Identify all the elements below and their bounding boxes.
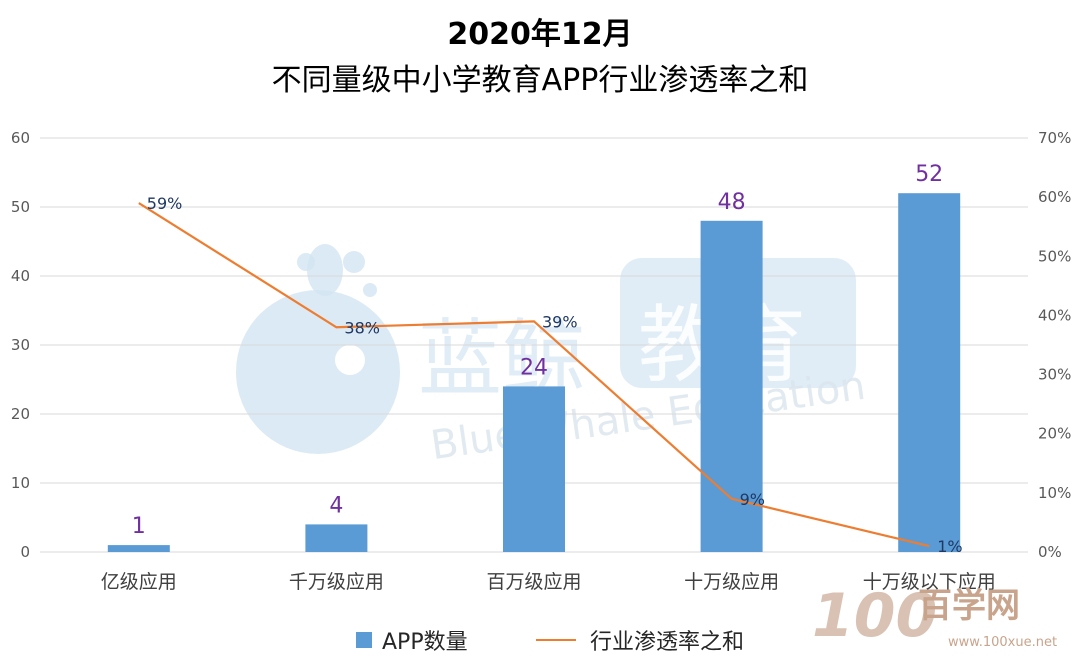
y-left-axis: 0 10 20 30 40 50 60 (11, 129, 30, 561)
y-right-tick-label: 50% (1038, 247, 1071, 265)
watermark-whale-body (236, 290, 400, 454)
y-right-tick-label: 0% (1038, 543, 1062, 561)
x-tick-label: 千万级应用 (289, 571, 384, 593)
legend-swatch-bar (356, 632, 372, 648)
y-right-tick-label: 40% (1038, 306, 1071, 324)
bar-value-label: 4 (329, 493, 343, 518)
y-left-tick-label: 40 (11, 267, 30, 285)
watermark-whale-eye (335, 345, 365, 375)
bar-value-label: 1 (132, 514, 146, 539)
line-value-label: 9% (740, 490, 765, 509)
bar (305, 524, 368, 552)
x-tick-label: 十万级以下应用 (863, 571, 996, 593)
x-tick-label: 十万级应用 (684, 571, 779, 593)
bar (898, 193, 961, 552)
watermark-drop (343, 251, 365, 273)
y-left-tick-label: 60 (11, 129, 30, 147)
y-left-tick-label: 30 (11, 336, 30, 354)
line-value-label: 59% (147, 194, 183, 213)
bar (700, 220, 763, 553)
bar-series: 1 4 24 48 52 (107, 162, 961, 553)
y-right-tick-label: 20% (1038, 425, 1071, 443)
bar (107, 545, 170, 552)
line-value-label: 39% (542, 312, 578, 331)
bar (503, 386, 565, 552)
watermark-logo (236, 244, 400, 454)
x-axis: 亿级应用 千万级应用 百万级应用 十万级应用 十万级以下应用 (101, 571, 996, 593)
site-watermark-url: www.100xue.net (948, 635, 1057, 650)
watermark-drop (363, 283, 377, 297)
bar-value-label: 24 (520, 355, 548, 380)
x-tick-label: 亿级应用 (101, 571, 177, 593)
line-value-label: 38% (344, 318, 380, 337)
line-series: 59% 38% 39% 9% 1% (138, 194, 963, 556)
y-right-tick-label: 30% (1038, 366, 1071, 384)
y-right-tick-label: 70% (1038, 129, 1071, 147)
site-logo-mark: 100 (812, 581, 937, 651)
y-right-axis: 0% 10% 20% 30% 40% 50% 60% 70% (1038, 129, 1071, 561)
watermark-drop (297, 253, 315, 271)
y-left-tick-label: 10 (11, 474, 30, 492)
watermark-whale-spout (307, 244, 343, 296)
line-path (138, 202, 930, 548)
y-left-tick-label: 0 (20, 543, 30, 561)
y-left-tick-label: 20 (11, 405, 30, 423)
site-watermark-cn: 百学网 (918, 586, 1020, 626)
line-value-label: 1% (937, 537, 962, 556)
y-left-tick-label: 50 (11, 198, 30, 216)
chart-subtitle: 不同量级中小学教育APP行业渗透率之和 (272, 63, 809, 98)
legend: APP数量 行业渗透率之和 (356, 630, 744, 655)
y-right-tick-label: 60% (1038, 188, 1071, 206)
bar-value-label: 52 (915, 162, 943, 187)
site-watermark: 100 百学网 www.100xue.net (812, 581, 1057, 651)
x-tick-label: 百万级应用 (486, 571, 581, 593)
y-right-tick-label: 10% (1038, 484, 1071, 502)
bar-value-label: 48 (718, 190, 746, 215)
legend-label-line: 行业渗透率之和 (590, 630, 744, 655)
legend-label-bar: APP数量 (382, 630, 468, 655)
chart-title: 2020年12月 (447, 17, 632, 52)
